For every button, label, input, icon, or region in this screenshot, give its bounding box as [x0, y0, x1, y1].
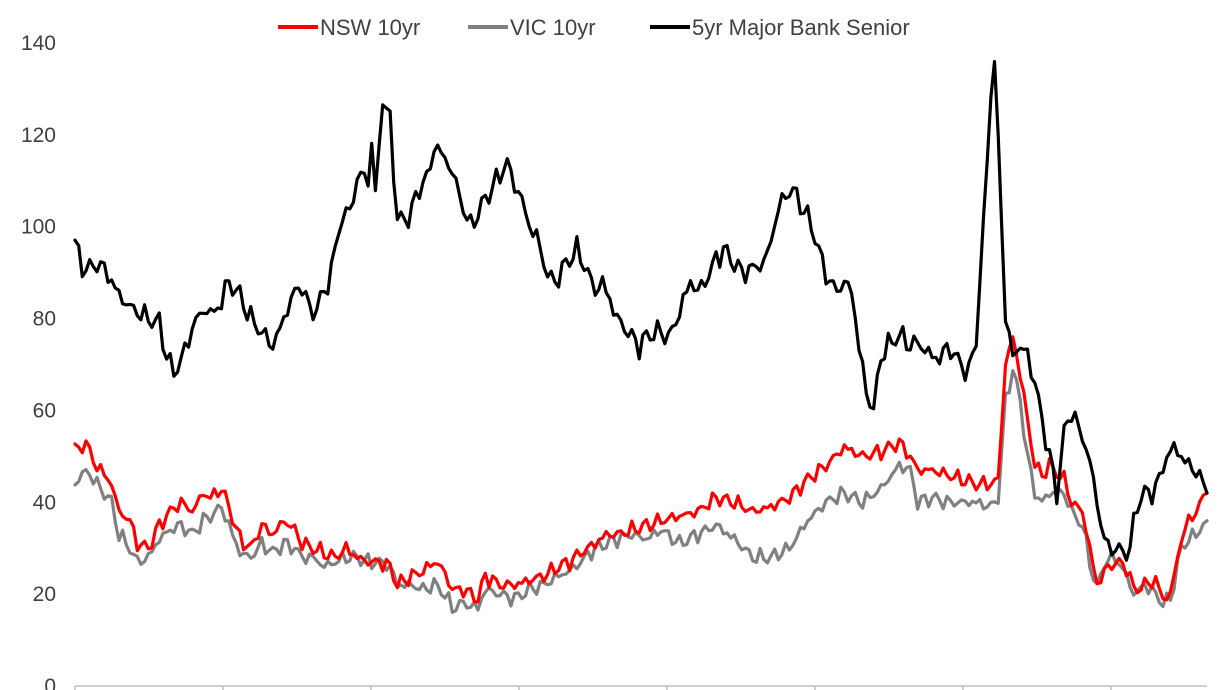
y-axis-tick-labels: 0 20 40 60 80 100 120 140	[21, 32, 56, 690]
legend: NSW 10yr VIC 10yr 5yr Major Bank Senior	[278, 15, 910, 40]
y-tick-label: 120	[21, 124, 56, 147]
y-tick-label: 60	[33, 399, 56, 422]
y-tick-label: 100	[21, 216, 56, 239]
series-lines	[73, 60, 1209, 614]
series-line	[73, 60, 1209, 562]
x-axis	[74, 685, 1207, 690]
series-line	[73, 335, 1209, 604]
legend-label: 5yr Major Bank Senior	[692, 15, 910, 40]
legend-label: NSW 10yr	[320, 15, 420, 40]
y-tick-label: 40	[33, 491, 56, 514]
series-line	[73, 369, 1209, 614]
y-tick-label: 80	[33, 308, 56, 331]
y-tick-label: 0	[44, 675, 56, 690]
y-tick-label: 20	[33, 583, 56, 606]
legend-label: VIC 10yr	[510, 15, 596, 40]
y-tick-label: 140	[21, 32, 56, 55]
